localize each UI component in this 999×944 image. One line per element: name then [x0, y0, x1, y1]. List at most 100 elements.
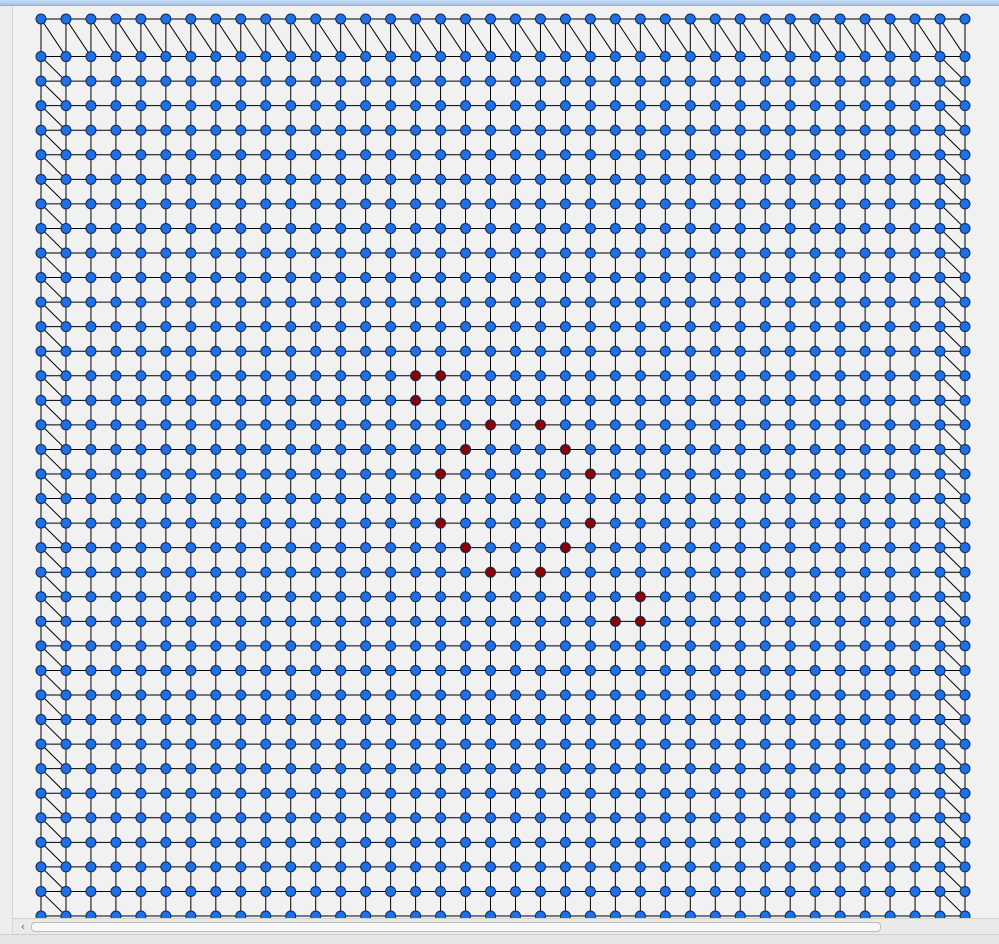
graph-node[interactable]	[35, 542, 47, 554]
graph-node[interactable]	[909, 615, 921, 627]
graph-node[interactable]	[85, 836, 97, 848]
graph-node[interactable]	[859, 394, 871, 406]
graph-node[interactable]	[260, 247, 272, 259]
graph-node[interactable]	[809, 149, 821, 161]
graph-node[interactable]	[285, 787, 297, 799]
graph-node[interactable]	[709, 836, 721, 848]
graph-node[interactable]	[559, 493, 571, 505]
graph-node[interactable]	[884, 468, 896, 480]
graph-node[interactable]	[385, 542, 397, 554]
graph-node[interactable]	[584, 910, 596, 918]
graph-node[interactable]	[784, 836, 796, 848]
graph-node[interactable]	[185, 149, 197, 161]
graph-node[interactable]	[435, 542, 447, 554]
graph-node[interactable]	[285, 910, 297, 918]
graph-node[interactable]	[834, 738, 846, 750]
graph-node[interactable]	[160, 493, 172, 505]
graph-node[interactable]	[759, 149, 771, 161]
graph-node[interactable]	[584, 787, 596, 799]
graph-node[interactable]	[884, 198, 896, 210]
graph-node[interactable]	[35, 885, 47, 897]
graph-node[interactable]	[60, 173, 72, 185]
graph-node[interactable]	[310, 296, 322, 308]
graph-node[interactable]	[759, 124, 771, 136]
graph-node[interactable]	[310, 321, 322, 333]
graph-node[interactable]	[460, 910, 472, 918]
graph-node[interactable]	[260, 13, 272, 25]
graph-node[interactable]	[609, 13, 621, 25]
graph-node[interactable]	[185, 640, 197, 652]
graph-node[interactable]	[460, 763, 472, 775]
graph-node[interactable]	[135, 419, 147, 431]
graph-node[interactable]	[559, 615, 571, 627]
graph-node[interactable]	[160, 910, 172, 918]
graph-node[interactable]	[110, 443, 122, 455]
graph-node[interactable]	[410, 296, 422, 308]
graph-node[interactable]	[85, 198, 97, 210]
graph-node[interactable]	[584, 75, 596, 87]
graph-node[interactable]	[35, 149, 47, 161]
graph-node[interactable]	[35, 763, 47, 775]
graph-node[interactable]	[460, 591, 472, 603]
graph-node[interactable]	[884, 13, 896, 25]
graph-node[interactable]	[584, 419, 596, 431]
graph-node[interactable]	[934, 861, 946, 873]
graph-node[interactable]	[534, 443, 546, 455]
graph-node[interactable]	[509, 370, 521, 382]
graph-node[interactable]	[110, 615, 122, 627]
graph-node[interactable]	[185, 394, 197, 406]
graph-node[interactable]	[85, 738, 97, 750]
graph-node[interactable]	[784, 493, 796, 505]
graph-node[interactable]	[360, 124, 372, 136]
graph-node[interactable]	[734, 640, 746, 652]
graph-node[interactable]	[485, 75, 497, 87]
graph-node[interactable]	[210, 738, 222, 750]
graph-node[interactable]	[485, 591, 497, 603]
graph-node[interactable]	[385, 173, 397, 185]
graph-node[interactable]	[410, 198, 422, 210]
graph-node[interactable]	[759, 100, 771, 112]
graph-node[interactable]	[260, 370, 272, 382]
graph-node[interactable]	[934, 542, 946, 554]
graph-node[interactable]	[734, 885, 746, 897]
graph-node[interactable]	[310, 664, 322, 676]
graph-node[interactable]	[784, 738, 796, 750]
graph-node[interactable]	[809, 345, 821, 357]
graph-node[interactable]	[160, 296, 172, 308]
graph-node[interactable]	[784, 542, 796, 554]
graph-node[interactable]	[509, 443, 521, 455]
graph-node[interactable]	[909, 787, 921, 799]
graph-node[interactable]	[934, 738, 946, 750]
graph-node[interactable]	[385, 370, 397, 382]
graph-node[interactable]	[734, 198, 746, 210]
graph-node[interactable]	[335, 51, 347, 63]
graph-node[interactable]	[110, 173, 122, 185]
graph-node[interactable]	[959, 689, 971, 701]
graph-node[interactable]	[435, 394, 447, 406]
graph-node[interactable]	[584, 51, 596, 63]
graph-node[interactable]	[784, 640, 796, 652]
horizontal-scrollbar[interactable]: ‹	[13, 918, 999, 934]
graph-node[interactable]	[235, 443, 247, 455]
graph-node[interactable]	[909, 517, 921, 529]
graph-node[interactable]	[185, 345, 197, 357]
graph-node[interactable]	[959, 272, 971, 284]
graph-node[interactable]	[435, 664, 447, 676]
graph-node[interactable]	[210, 149, 222, 161]
graph-node[interactable]	[759, 468, 771, 480]
graph-node[interactable]	[85, 910, 97, 918]
graph-node[interactable]	[934, 75, 946, 87]
graph-node[interactable]	[959, 542, 971, 554]
graph-node[interactable]	[884, 591, 896, 603]
graph-node[interactable]	[335, 787, 347, 799]
graph-node[interactable]	[260, 493, 272, 505]
graph-node[interactable]	[35, 714, 47, 726]
highlighted-node[interactable]	[435, 468, 447, 480]
graph-node[interactable]	[759, 714, 771, 726]
graph-node[interactable]	[285, 738, 297, 750]
graph-node[interactable]	[759, 812, 771, 824]
graph-node[interactable]	[884, 345, 896, 357]
graph-node[interactable]	[709, 222, 721, 234]
graph-node[interactable]	[834, 836, 846, 848]
graph-node[interactable]	[709, 640, 721, 652]
